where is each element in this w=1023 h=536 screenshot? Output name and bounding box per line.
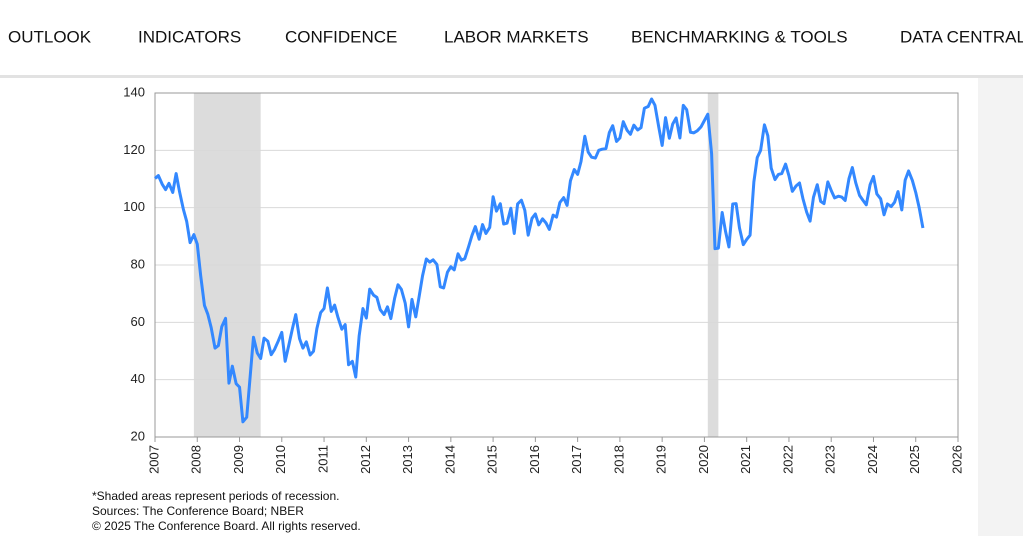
- x-tick-label: 2011: [315, 445, 330, 473]
- side-background: [978, 75, 1023, 536]
- y-tick-label: 80: [131, 256, 145, 271]
- x-tick-label: 2010: [273, 445, 288, 474]
- x-tick-label: 2020: [696, 445, 711, 474]
- x-tick-label: 2014: [442, 445, 457, 474]
- x-tick-label: 2016: [527, 445, 542, 474]
- data-line: [154, 97, 925, 424]
- nav-item[interactable]: DATA CENTRAL: [900, 27, 1023, 46]
- x-tick-label: 2021: [738, 445, 753, 474]
- nav: OUTLOOK INDICATORS CONFIDENCE LABOR MARKETS…: [8, 27, 1023, 46]
- nav-bar: [0, 0, 1023, 75]
- x-tick-label: 2017: [569, 445, 584, 474]
- x-tick-label: 2019: [654, 445, 669, 474]
- y-tick-label: 120: [123, 142, 145, 157]
- x-tick-label: 2024: [865, 445, 880, 474]
- nav-item[interactable]: BENCHMARKING & TOOLS: [631, 27, 848, 46]
- nav-item[interactable]: INDICATORS: [138, 27, 241, 46]
- x-tick-label: 2015: [485, 445, 500, 474]
- x-tick-label: 2007: [146, 445, 161, 474]
- footnote: © 2025 The Conference Board. All rights …: [92, 519, 361, 533]
- x-tick-label: 2018: [611, 445, 626, 474]
- footnote: *Shaded areas represent periods of reces…: [92, 489, 339, 503]
- y-tick-label: 20: [131, 428, 145, 443]
- y-tick-label: 140: [123, 84, 145, 99]
- nav-item[interactable]: CONFIDENCE: [285, 27, 397, 46]
- plot-border: [154, 92, 959, 438]
- nav-shadow: [0, 75, 1023, 78]
- nav-item[interactable]: OUTLOOK: [8, 27, 92, 46]
- footnote: Sources: The Conference Board; NBER: [92, 504, 304, 518]
- x-tick-label: 2009: [231, 445, 246, 474]
- x-tick-label: 2013: [400, 445, 415, 474]
- nav-item[interactable]: LABOR MARKETS: [444, 27, 589, 46]
- x-tick-label: 2025: [907, 445, 922, 474]
- y-tick-label: 40: [131, 371, 145, 386]
- x-tick-label: 2022: [780, 445, 795, 474]
- x-tick-label: 2008: [189, 445, 204, 474]
- chart: 20 40 60 80 100 120 140 2007 2008 2009 2010 2011 201…: [92, 84, 964, 533]
- y-tick-label: 60: [131, 314, 145, 329]
- x-tick-label: 2023: [823, 445, 838, 474]
- x-tick-label: 2026: [949, 445, 964, 474]
- x-tick-label: 2012: [358, 445, 373, 474]
- y-tick-label: 100: [123, 199, 145, 214]
